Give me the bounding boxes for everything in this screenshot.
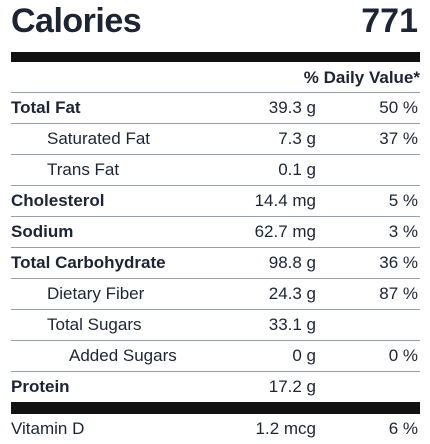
nutrient-daily-value: 0 % xyxy=(388,346,418,365)
nutrient-amount: 24.3 g xyxy=(268,284,316,303)
nutrient-daily-value: 5 % xyxy=(388,191,418,210)
nutrient-amount: 0.1 g xyxy=(278,160,316,179)
nutrient-daily-value: 87 % xyxy=(379,284,418,303)
nutrient-name: Total Carbohydrate xyxy=(11,253,166,272)
vitamin-row-vitamin-d: Vitamin D 1.2 mcg 6 % xyxy=(11,414,420,444)
nutrient-row-dietary-fiber: Dietary Fiber 24.3 g 87 % xyxy=(11,279,420,310)
calories-label: Calories xyxy=(11,2,142,40)
nutrient-amount: 98.8 g xyxy=(268,253,316,272)
thick-divider-bottom xyxy=(11,402,420,414)
calories-value: 771 xyxy=(361,2,418,40)
nutrient-amount: 62.7 mg xyxy=(254,222,316,241)
nutrient-name: Total Fat xyxy=(11,98,81,117)
nutrient-daily-value: 36 % xyxy=(379,253,418,272)
nutrient-daily-value: 37 % xyxy=(379,129,418,148)
nutrient-row-trans-fat: Trans Fat 0.1 g xyxy=(11,155,420,186)
vitamin-amount: 1.2 mcg xyxy=(255,419,316,438)
nutrient-name: Added Sugars xyxy=(69,346,177,365)
nutrient-name: Saturated Fat xyxy=(47,129,151,148)
nutrient-amount: 7.3 g xyxy=(278,129,316,148)
nutrient-amount: 0 g xyxy=(292,346,316,365)
nutrient-daily-value: 3 % xyxy=(388,222,418,241)
daily-value-header-text: % Daily Value* xyxy=(303,68,420,87)
calories-row: Calories 771 xyxy=(11,0,420,44)
nutrient-name: Cholesterol xyxy=(11,191,105,210)
nutrient-name: Sodium xyxy=(11,222,74,241)
vitamin-name: Vitamin D xyxy=(11,419,85,438)
nutrient-daily-value: 50 % xyxy=(379,98,418,117)
nutrient-name: Trans Fat xyxy=(47,160,120,179)
nutrient-amount: 17.2 g xyxy=(268,377,316,396)
nutrient-row-total-fat: Total Fat 39.3 g 50 % xyxy=(11,93,420,124)
nutrient-row-total-carbohydrate: Total Carbohydrate 98.8 g 36 % xyxy=(11,248,420,279)
nutrient-amount: 14.4 mg xyxy=(254,191,316,210)
nutrient-row-cholesterol: Cholesterol 14.4 mg 5 % xyxy=(11,186,420,217)
vitamin-daily-value: 6 % xyxy=(388,419,418,438)
daily-value-header: % Daily Value* xyxy=(11,62,420,93)
nutrient-amount: 33.1 g xyxy=(268,315,316,334)
nutrient-name: Total Sugars xyxy=(47,315,142,334)
nutrient-amount: 39.3 g xyxy=(268,98,316,117)
nutrition-label: Calories 771 % Daily Value* Total Fat 39… xyxy=(11,0,420,444)
nutrient-row-protein: Protein 17.2 g xyxy=(11,372,420,402)
nutrient-name: Dietary Fiber xyxy=(47,284,145,303)
nutrient-row-sodium: Sodium 62.7 mg 3 % xyxy=(11,217,420,248)
thick-divider xyxy=(11,52,420,62)
nutrient-row-saturated-fat: Saturated Fat 7.3 g 37 % xyxy=(11,124,420,155)
nutrient-row-total-sugars: Total Sugars 33.1 g xyxy=(11,310,420,341)
nutrient-name: Protein xyxy=(11,377,70,396)
nutrient-row-added-sugars: Added Sugars 0 g 0 % xyxy=(11,341,420,372)
